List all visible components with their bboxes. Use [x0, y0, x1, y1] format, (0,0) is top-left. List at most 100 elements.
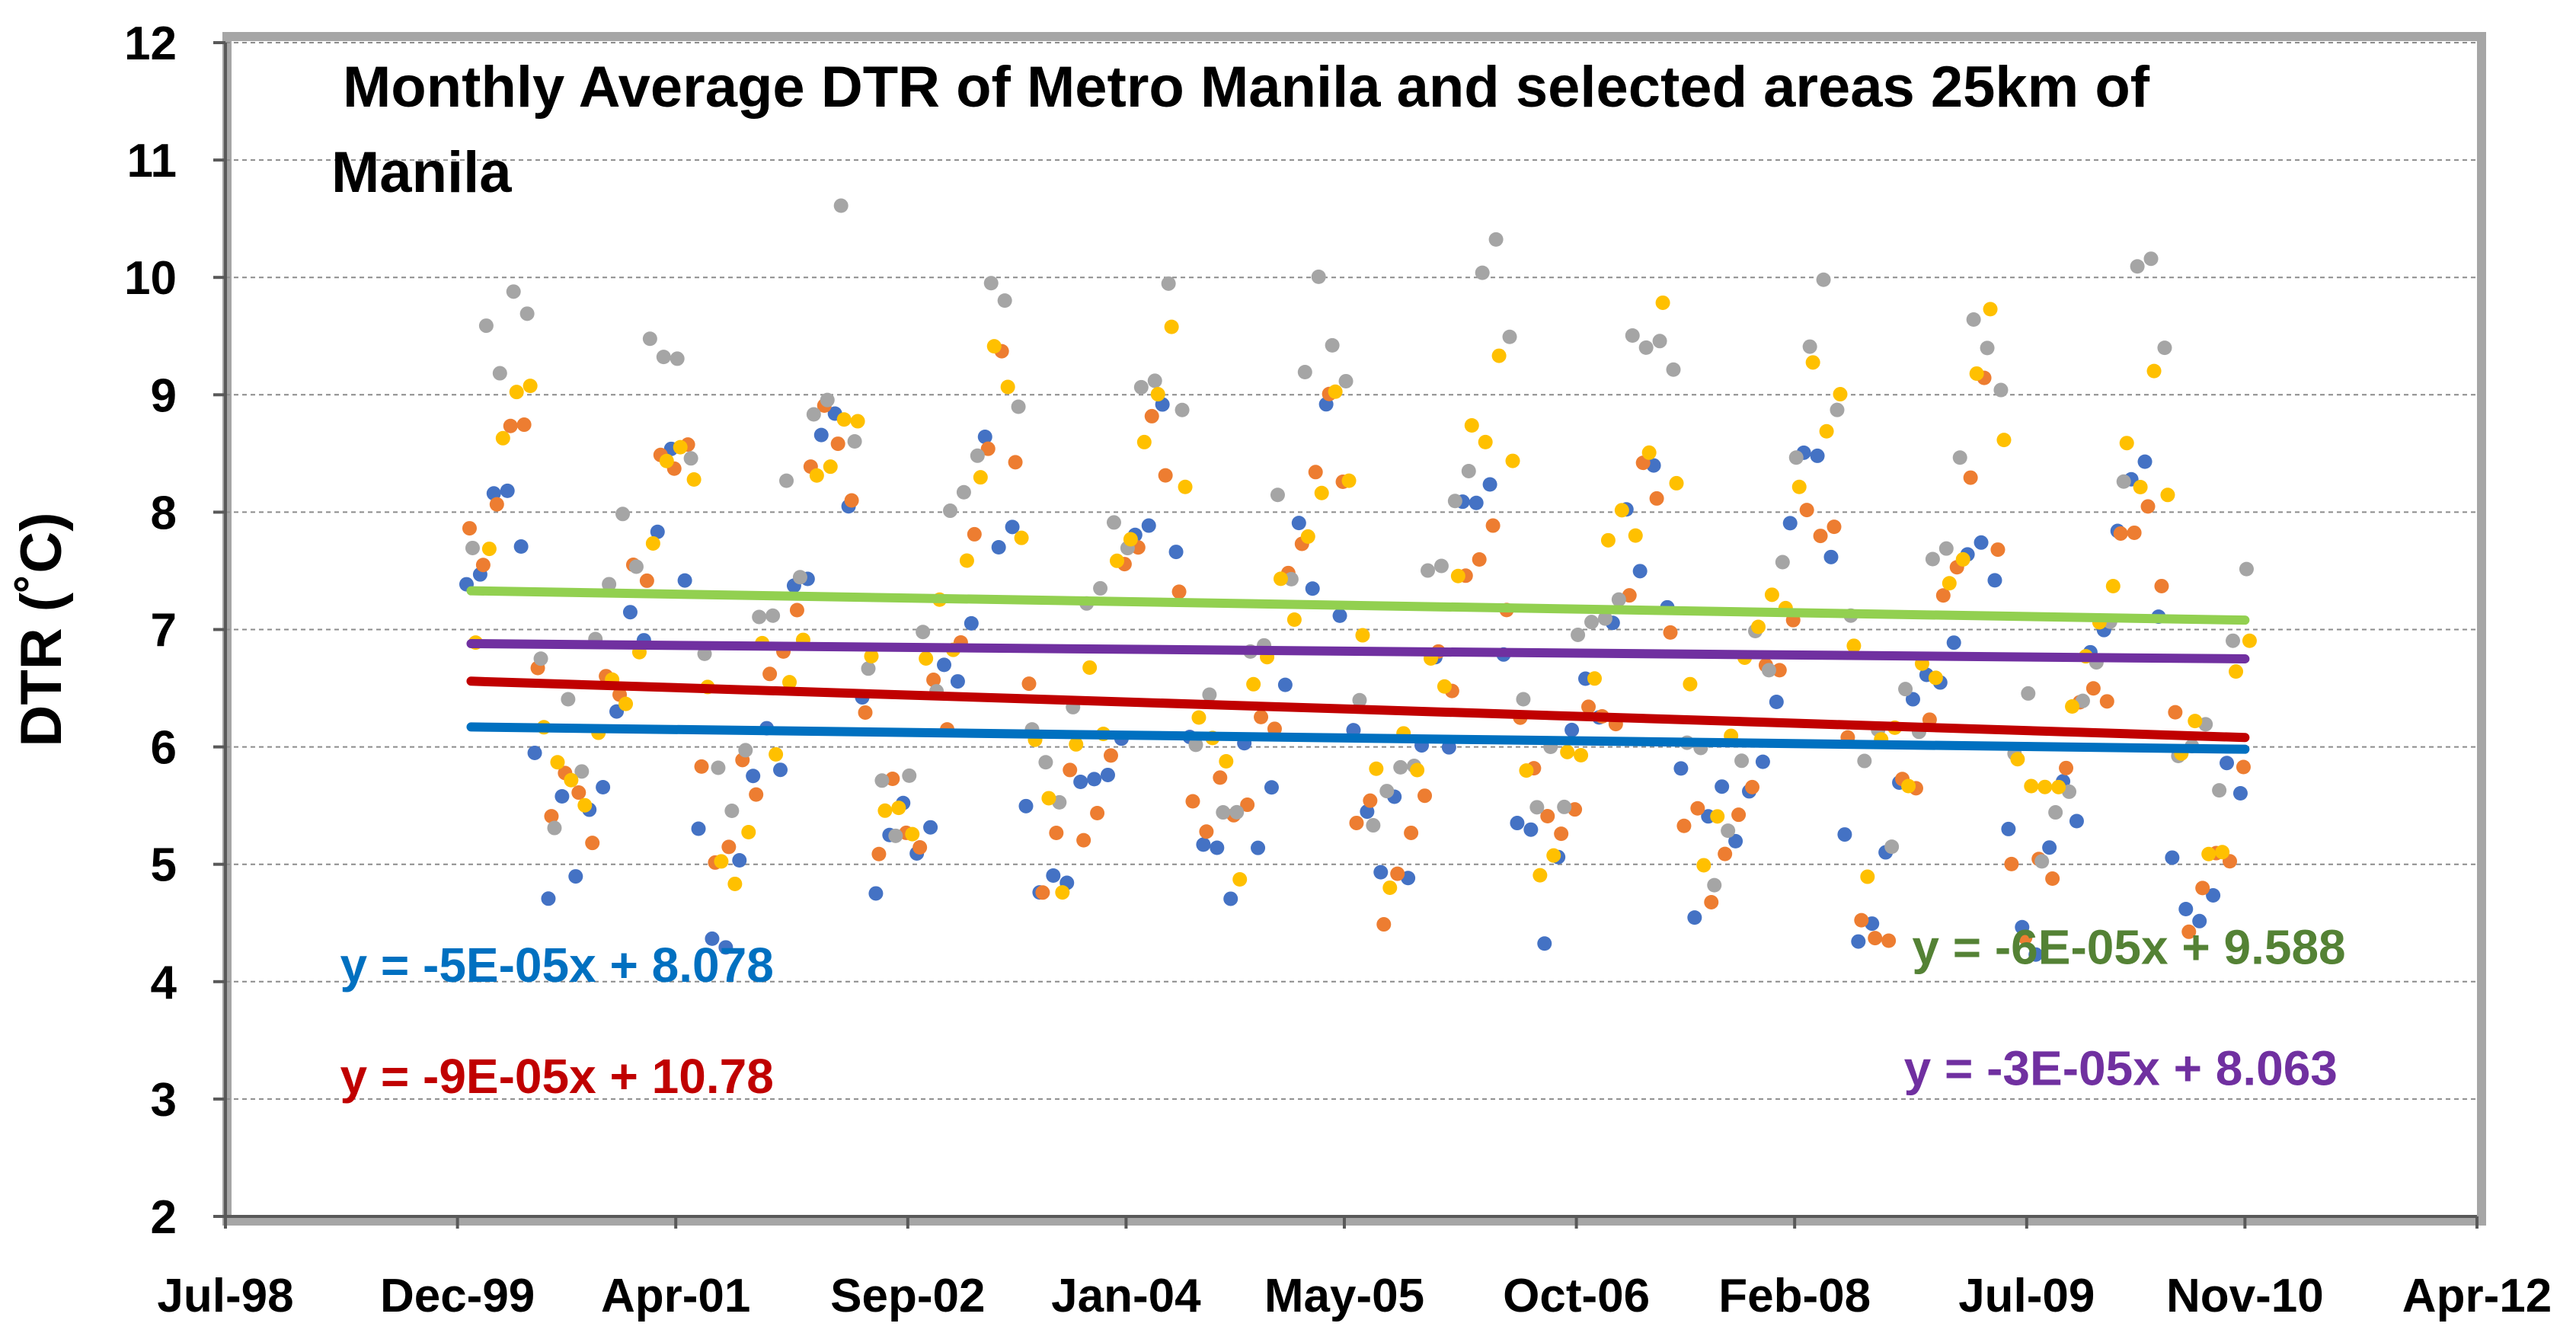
- y-tick-label-2: 2: [151, 1191, 177, 1244]
- data-point-s3-m123: [2130, 259, 2145, 274]
- data-points: [459, 198, 2257, 962]
- data-point-s1-m87: [1632, 564, 1648, 579]
- data-point-s3-m113: [1993, 382, 2009, 398]
- data-point-s4-m2: [481, 542, 497, 557]
- y-tick-label-12: 12: [124, 18, 177, 70]
- data-point-s1-m60: [1264, 780, 1279, 795]
- data-point-s3-m55: [1202, 687, 1217, 702]
- data-point-s3-m16: [670, 351, 685, 366]
- data-point-s2-m45: [1063, 762, 1078, 778]
- data-point-s4-m92: [1710, 809, 1725, 824]
- data-point-s1-m110: [1946, 635, 1961, 650]
- data-point-s2-m41: [1008, 455, 1023, 470]
- y-tick-label-3: 3: [151, 1074, 177, 1127]
- x-tick-label-feb-08: Feb-08: [1718, 1270, 1871, 1322]
- data-point-s2-m80: [1540, 809, 1555, 824]
- data-point-s4-m82: [1574, 747, 1589, 762]
- data-point-s3-m54: [1188, 737, 1203, 753]
- data-point-s4-m127: [2188, 714, 2203, 729]
- data-point-s4-m108: [1928, 670, 1943, 686]
- trendline-2: [466, 676, 2250, 743]
- y-tick-label-4: 4: [151, 957, 177, 1009]
- data-point-s1-m35: [923, 820, 938, 835]
- data-point-s1-m102: [1837, 827, 1852, 842]
- data-point-s2-m115: [2018, 930, 2033, 945]
- data-point-s2-m81: [1554, 826, 1569, 842]
- data-point-s3-m41: [1011, 399, 1026, 414]
- data-point-s3-m87: [1638, 340, 1654, 355]
- data-point-s1-m96: [1755, 754, 1770, 769]
- data-point-s2-m51: [1144, 408, 1159, 423]
- data-point-s1-m38: [964, 615, 979, 631]
- data-point-s3-m129: [2212, 783, 2227, 798]
- data-point-s2-m121: [2099, 694, 2114, 709]
- data-point-s2-m2: [475, 558, 491, 573]
- data-point-s1-m100: [1810, 448, 1825, 463]
- data-point-s4-m9: [577, 797, 593, 813]
- data-point-s1-m6: [527, 745, 542, 760]
- data-point-s1-m79: [1523, 822, 1539, 837]
- data-point-s1-m67: [1360, 804, 1375, 820]
- data-point-s3-m110: [1952, 450, 1967, 465]
- data-point-s3-m97: [1775, 555, 1790, 570]
- data-point-s1-m129: [2206, 887, 2221, 903]
- data-point-s2-m46: [1076, 833, 1091, 848]
- x-tick-label-sep-02: Sep-02: [830, 1270, 985, 1322]
- data-point-s3-m71: [1421, 563, 1436, 578]
- data-point-s1-m3: [486, 486, 501, 501]
- data-point-s2-m103: [1854, 913, 1869, 928]
- data-point-s2-m54: [1185, 794, 1200, 809]
- data-point-s4-m60: [1273, 571, 1288, 586]
- data-point-s4-m112: [1983, 302, 1998, 317]
- data-point-s4-m46: [1082, 660, 1098, 675]
- data-point-s1-m116: [2028, 947, 2044, 962]
- data-point-s1-m127: [2178, 901, 2194, 916]
- data-point-s4-m76: [1491, 348, 1507, 363]
- data-point-s2-m35: [926, 673, 941, 688]
- data-point-s4-m29: [850, 414, 865, 429]
- data-point-s2-m67: [1363, 793, 1378, 808]
- data-point-s1-m131: [2232, 785, 2248, 801]
- data-point-s1-m55: [1196, 837, 1211, 852]
- data-point-s3-m40: [997, 293, 1012, 308]
- data-point-s2-m105: [1881, 933, 1897, 948]
- data-point-s1-m107: [1905, 692, 1920, 707]
- data-point-s2-m125: [2154, 578, 2169, 593]
- data-point-s1-m91: [1687, 910, 1702, 925]
- data-point-s3-m37: [956, 484, 971, 500]
- data-point-s3-m76: [1488, 232, 1504, 247]
- data-point-s2-m117: [2045, 871, 2060, 887]
- data-point-s1-m47: [1087, 772, 1102, 787]
- data-point-s2-m124: [2140, 499, 2156, 514]
- data-point-s2-m47: [1090, 805, 1105, 820]
- data-point-s3-m115: [2021, 686, 2036, 701]
- data-point-s3-m94: [1734, 753, 1750, 769]
- data-point-s1-m9: [568, 869, 583, 884]
- data-point-s3-m30: [861, 661, 876, 676]
- data-point-s2-m58: [1240, 797, 1255, 813]
- data-point-s4-m117: [2051, 779, 2066, 794]
- data-point-s4-m75: [1478, 434, 1493, 449]
- data-point-s1-m44: [1046, 868, 1061, 883]
- data-point-s1-m36: [937, 657, 952, 673]
- x-tick-label-dec-99: Dec-99: [380, 1270, 535, 1322]
- data-point-s2-m70: [1404, 825, 1419, 840]
- data-point-s2-m68: [1376, 917, 1392, 932]
- data-point-s1-m124: [2137, 454, 2153, 469]
- data-point-s2-m38: [967, 526, 982, 542]
- data-point-s3-m28: [833, 198, 849, 213]
- data-point-s2-m53: [1171, 584, 1187, 599]
- data-point-s3-m14: [642, 331, 657, 347]
- data-point-s3-m78: [1516, 692, 1531, 707]
- data-point-s3-m119: [2075, 693, 2090, 708]
- data-point-s3-m47: [1093, 580, 1108, 596]
- data-point-s1-m61: [1277, 677, 1293, 692]
- data-point-s1-m62: [1291, 516, 1306, 531]
- data-point-s2-m18: [694, 759, 709, 774]
- data-point-s2-m48: [1103, 748, 1118, 763]
- data-point-s4-m15: [659, 453, 674, 468]
- data-point-s3-m61: [1283, 571, 1299, 586]
- data-point-s4-m62: [1300, 529, 1315, 544]
- data-point-s4-m106: [1901, 778, 1916, 794]
- data-point-s3-m4: [506, 284, 521, 299]
